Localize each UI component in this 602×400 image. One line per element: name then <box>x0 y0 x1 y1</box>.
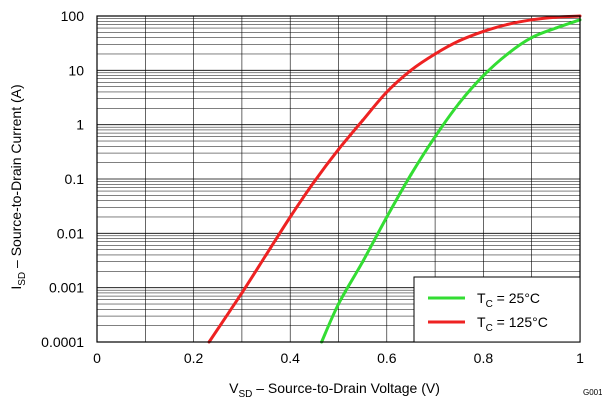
data-point <box>409 173 413 177</box>
y-tick-label: 100 <box>61 8 85 24</box>
data-point <box>288 215 292 219</box>
data-point <box>361 118 365 122</box>
x-tick-label: 0.8 <box>474 350 494 366</box>
legend-box <box>413 276 581 343</box>
data-point <box>457 39 461 43</box>
series-layer <box>207 14 582 344</box>
plot-frame <box>96 15 581 343</box>
data-point <box>312 179 316 183</box>
x-tick-label: 0.2 <box>184 350 204 366</box>
data-point <box>506 22 510 26</box>
data-point <box>530 18 534 22</box>
data-point <box>457 101 461 105</box>
data-point <box>506 52 510 56</box>
data-point <box>385 90 389 94</box>
x-tick-label: 0.6 <box>377 350 397 366</box>
legend: TC = 25°C TC = 125°C <box>413 276 581 343</box>
data-point <box>264 253 268 257</box>
legend-label-125c: TC = 125°C <box>477 314 548 334</box>
y-tick-label: 10 <box>68 62 84 78</box>
data-point <box>554 26 558 30</box>
y-tick-label: 0.0001 <box>41 334 84 350</box>
y-tick-label: 0.001 <box>49 280 84 296</box>
x-tick-label: 0 <box>93 350 101 366</box>
data-point <box>481 74 485 78</box>
data-point <box>433 135 437 139</box>
data-point <box>337 302 340 306</box>
y-tick-label: 1 <box>76 117 84 133</box>
x-tick-label: 1 <box>576 350 584 366</box>
series-line-25c <box>320 18 581 343</box>
y-axis-label: ISD – Source-to-Drain Current (A) <box>8 84 28 289</box>
x-tick-label: 0.4 <box>280 350 300 366</box>
data-point <box>481 29 485 33</box>
y-tick-label: 0.1 <box>65 171 85 187</box>
data-point <box>337 147 340 151</box>
legend-label-25c: TC = 25°C <box>477 290 540 310</box>
data-point <box>433 52 437 56</box>
x-axis-label: VSD – Source-to-Drain Voltage (V) <box>229 380 440 400</box>
y-tick-label: 0.01 <box>57 225 84 241</box>
data-point <box>240 291 244 295</box>
data-point <box>385 215 389 219</box>
series-line-125c <box>207 14 581 343</box>
data-point <box>409 68 413 72</box>
figure-code: G001 <box>583 388 602 397</box>
tick-labels: 0 0.2 0.4 0.6 0.8 1 0.0001 0.001 0.01 0.1 1 10 100 <box>41 8 584 366</box>
data-point <box>361 260 365 264</box>
data-point <box>530 36 534 40</box>
